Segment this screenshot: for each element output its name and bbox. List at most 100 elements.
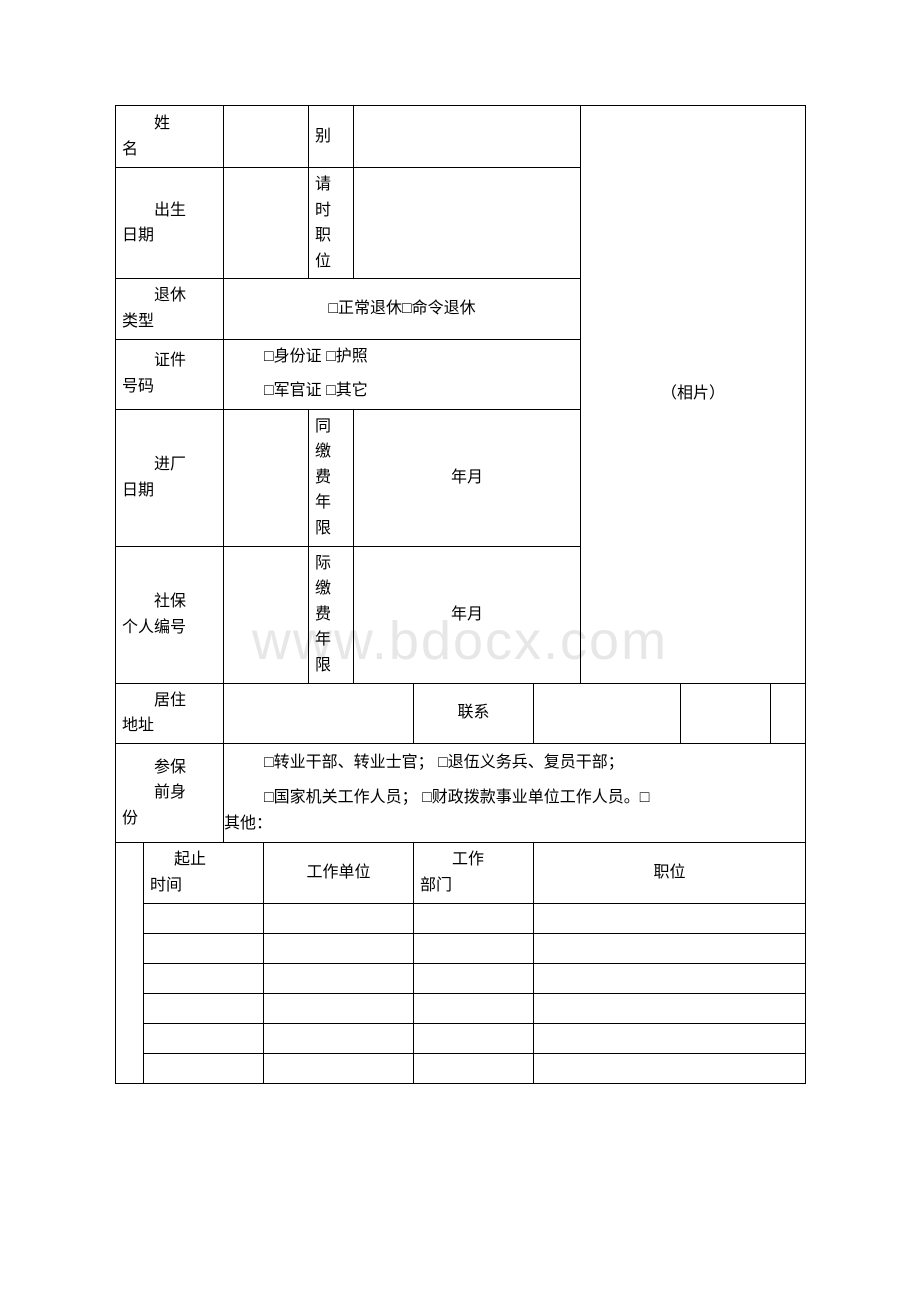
gender-value[interactable] xyxy=(354,106,581,168)
label-factory-date: 进厂 日期 xyxy=(116,409,224,546)
hh4: 职位 xyxy=(654,864,686,881)
factory-date-value[interactable] xyxy=(224,409,309,546)
label-deemed-years: 同 缴 费 年 限 xyxy=(309,409,354,546)
history-cell[interactable] xyxy=(534,963,806,993)
label-retire-type: 退休 类型 xyxy=(116,279,224,339)
history-header-pos: 职位 xyxy=(534,843,806,903)
history-cell[interactable] xyxy=(414,903,534,933)
contact-value-3[interactable] xyxy=(771,683,806,743)
label-address: 居住 地址 xyxy=(116,683,224,743)
ldy-d: 年 xyxy=(315,490,347,516)
label-idno-b: 号码 xyxy=(122,374,217,400)
label-birth-b: 日期 xyxy=(122,223,217,249)
history-cell[interactable] xyxy=(534,903,806,933)
history-cell[interactable] xyxy=(144,1023,264,1053)
history-cell[interactable] xyxy=(264,1023,414,1053)
history-cell[interactable] xyxy=(534,933,806,963)
actual-years-text: 年月 xyxy=(451,606,483,623)
hh3a: 工作 xyxy=(420,847,527,873)
label-birth-a: 出生 xyxy=(122,198,217,224)
history-cell[interactable] xyxy=(414,1023,534,1053)
history-cell[interactable] xyxy=(264,933,414,963)
label-retire-b: 类型 xyxy=(122,309,217,335)
label-social-b: 个人编号 xyxy=(122,615,217,641)
history-cell[interactable] xyxy=(414,1053,534,1083)
label-pre-a: 参保 xyxy=(122,755,217,781)
history-header-unit: 工作单位 xyxy=(264,843,414,903)
idno-line1: □身份证 □护照 xyxy=(264,344,574,370)
label-retire-a: 退休 xyxy=(122,283,217,309)
label-pre-b: 前身 xyxy=(122,780,217,806)
history-cell[interactable] xyxy=(264,1053,414,1083)
pre-line2b: 其他： xyxy=(224,811,799,837)
ldy-c: 费 xyxy=(315,465,347,491)
lpa-b: 时 xyxy=(315,198,347,224)
history-cell[interactable] xyxy=(264,903,414,933)
lpa-a: 请 xyxy=(315,172,347,198)
actual-years-value[interactable]: 年月 xyxy=(354,546,581,683)
label-addr-a: 居住 xyxy=(122,688,217,714)
retire-opts-text: □正常退休□命令退休 xyxy=(328,300,475,317)
history-cell[interactable] xyxy=(534,1053,806,1083)
name-value[interactable] xyxy=(224,106,309,168)
label-gender: 别 xyxy=(309,106,354,168)
history-cell[interactable] xyxy=(264,963,414,993)
id-number-options[interactable]: □身份证 □护照 □军官证 □其它 xyxy=(224,339,581,409)
history-cell[interactable] xyxy=(534,1023,806,1053)
label-idno-a: 证件 xyxy=(122,348,217,374)
label-contact-text: 联系 xyxy=(458,704,490,721)
birth-value[interactable] xyxy=(224,168,309,279)
label-social-no: 社保 个人编号 xyxy=(116,546,224,683)
hh3b: 部门 xyxy=(420,873,527,899)
ldy-a: 同 xyxy=(315,414,347,440)
pre-line2a: □国家机关工作人员； □财政拨款事业单位工作人员。□ xyxy=(264,785,799,811)
lay-e: 限 xyxy=(315,653,347,679)
deemed-years-value[interactable]: 年月 xyxy=(354,409,581,546)
lay-d: 年 xyxy=(315,627,347,653)
pre-identity-options[interactable]: □转业干部、转业士官； □退伍义务兵、复员干部； □国家机关工作人员； □财政拨… xyxy=(224,743,806,843)
label-gender-b: 别 xyxy=(315,124,347,150)
history-cell[interactable] xyxy=(144,963,264,993)
form-table-wrap: 姓 名 别 （相片） 出生 日期 请 时 职 位 xyxy=(115,105,805,1084)
form-table: 姓 名 别 （相片） 出生 日期 请 时 职 位 xyxy=(115,105,806,1084)
hh1a: 起止 xyxy=(150,847,257,873)
history-cell[interactable] xyxy=(144,933,264,963)
retire-type-options[interactable]: □正常退休□命令退休 xyxy=(224,279,581,339)
label-factory-a: 进厂 xyxy=(122,452,217,478)
history-cell[interactable] xyxy=(144,1053,264,1083)
history-cell[interactable] xyxy=(414,993,534,1023)
hh1b: 时间 xyxy=(150,873,257,899)
history-header-time: 起止 时间 xyxy=(144,843,264,903)
label-social-a: 社保 xyxy=(122,589,217,615)
idno-line2: □军官证 □其它 xyxy=(264,378,574,404)
lpa-c: 职 xyxy=(315,223,347,249)
photo-label: （相片） xyxy=(661,385,725,402)
label-contact: 联系 xyxy=(414,683,534,743)
pre-line1: □转业干部、转业士官； □退伍义务兵、复员干部； xyxy=(264,750,799,776)
lpa-d: 位 xyxy=(315,249,347,275)
label-actual-years: 际 缴 费 年 限 xyxy=(309,546,354,683)
hh2: 工作单位 xyxy=(307,864,371,881)
contact-value-2[interactable] xyxy=(681,683,771,743)
label-id-number: 证件 号码 xyxy=(116,339,224,409)
label-addr-b: 地址 xyxy=(122,713,217,739)
social-no-value[interactable] xyxy=(224,546,309,683)
history-cell[interactable] xyxy=(534,993,806,1023)
contact-value-1[interactable] xyxy=(534,683,681,743)
label-birth: 出生 日期 xyxy=(116,168,224,279)
history-cell[interactable] xyxy=(414,963,534,993)
label-name-b: 名 xyxy=(122,137,217,163)
label-factory-b: 日期 xyxy=(122,478,217,504)
history-cell[interactable] xyxy=(144,903,264,933)
deemed-years-text: 年月 xyxy=(451,469,483,486)
position-value[interactable] xyxy=(354,168,581,279)
lay-a: 际 xyxy=(315,551,347,577)
history-cell[interactable] xyxy=(414,933,534,963)
label-name-a: 姓 xyxy=(122,111,217,137)
label-position-at-apply: 请 时 职 位 xyxy=(309,168,354,279)
history-cell[interactable] xyxy=(144,993,264,1023)
lay-b: 缴 xyxy=(315,576,347,602)
history-side xyxy=(116,843,144,1083)
address-value[interactable] xyxy=(224,683,414,743)
history-cell[interactable] xyxy=(264,993,414,1023)
